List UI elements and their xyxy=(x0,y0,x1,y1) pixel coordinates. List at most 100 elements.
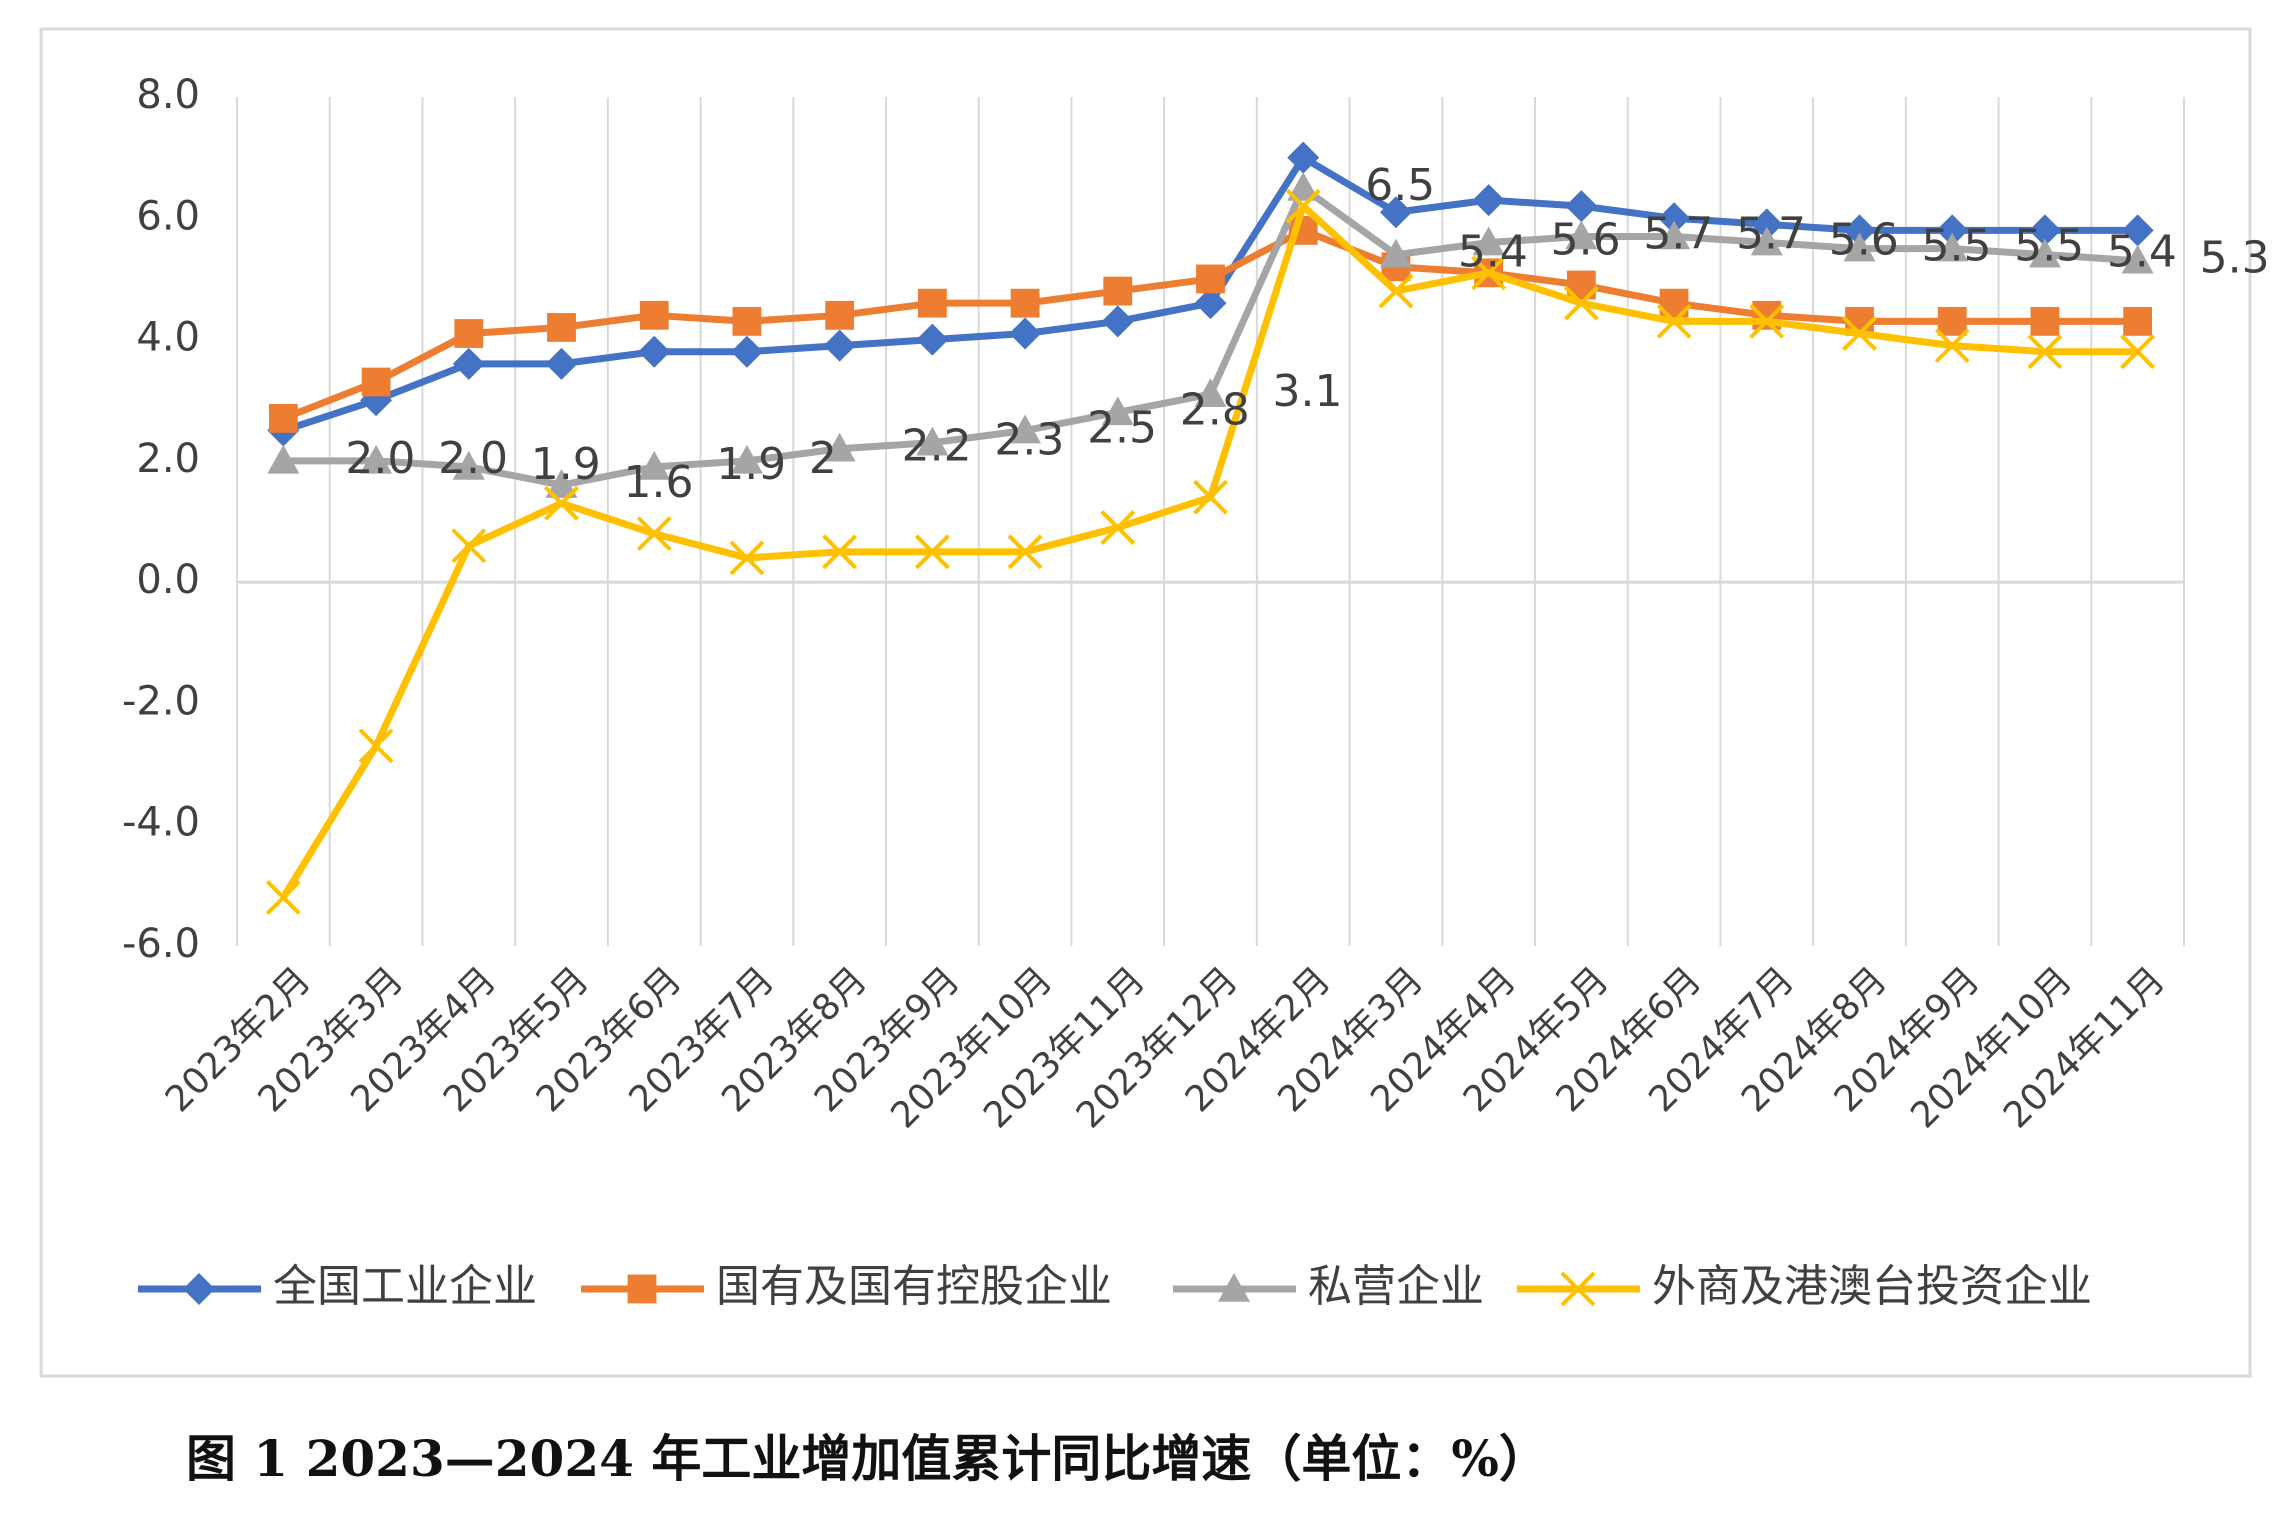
marker xyxy=(1563,285,1599,321)
marker xyxy=(451,528,487,564)
marker xyxy=(1194,378,1227,407)
marker xyxy=(1658,202,1691,235)
marker xyxy=(1287,141,1320,174)
legend-item: 私营企业 xyxy=(1173,1261,1484,1312)
marker xyxy=(452,347,485,380)
marker xyxy=(636,516,672,552)
y-tick-label: -6.0 xyxy=(122,921,200,967)
data-label: 5.5 xyxy=(1922,221,1992,272)
legend-label: 全国工业企业 xyxy=(273,1261,537,1312)
marker xyxy=(1010,288,1040,318)
marker xyxy=(1101,305,1134,338)
marker xyxy=(627,1274,657,1304)
marker xyxy=(2121,214,2154,247)
marker xyxy=(1379,196,1412,229)
marker xyxy=(1100,510,1136,545)
legend-label: 国有及国有控股企业 xyxy=(716,1261,1112,1312)
marker xyxy=(544,485,579,521)
marker xyxy=(358,728,394,764)
marker xyxy=(1378,273,1414,309)
marker xyxy=(1379,238,1412,268)
y-tick-label: 2.0 xyxy=(136,436,200,482)
marker xyxy=(823,432,856,462)
data-label: 2.5 xyxy=(1087,403,1157,454)
marker xyxy=(361,367,391,397)
marker xyxy=(1285,188,1321,224)
caption: 图 1 2023—2024 年工业增加值累计同比增速（单位：%） xyxy=(186,1429,1549,1488)
marker xyxy=(1287,171,1320,201)
marker xyxy=(1936,232,1969,262)
marker xyxy=(1658,220,1691,250)
marker xyxy=(822,534,858,570)
marker xyxy=(454,319,484,348)
y-tick-label: -4.0 xyxy=(122,800,200,846)
marker xyxy=(1843,214,1876,247)
marker xyxy=(639,300,669,330)
marker xyxy=(1842,316,1877,351)
legend-item: 国有及国有控股企业 xyxy=(581,1261,1112,1312)
marker xyxy=(360,444,393,474)
marker xyxy=(1103,276,1133,306)
data-label: 5.7 xyxy=(1736,208,1806,259)
marker xyxy=(1565,220,1598,250)
data-label: 2.8 xyxy=(1180,384,1250,435)
marker xyxy=(730,444,763,474)
marker xyxy=(914,534,950,570)
marker xyxy=(916,323,949,356)
legend-label: 外商及港澳台投资企业 xyxy=(1652,1261,2092,1312)
marker xyxy=(1196,264,1225,294)
marker xyxy=(1007,534,1043,570)
marker xyxy=(1656,303,1692,339)
data-label: 5.4 xyxy=(2107,227,2177,278)
marker xyxy=(917,288,947,318)
data-label: 2.2 xyxy=(902,421,972,472)
marker xyxy=(1193,479,1228,515)
marker xyxy=(265,880,301,915)
marker xyxy=(823,329,856,362)
marker xyxy=(1934,328,1970,364)
marker xyxy=(1749,303,1785,339)
marker xyxy=(1194,287,1227,320)
marker xyxy=(2030,306,2060,336)
y-tick-label: 8.0 xyxy=(136,72,200,118)
marker xyxy=(2028,238,2061,268)
data-label: 1.9 xyxy=(716,439,786,490)
marker xyxy=(1750,226,1783,256)
data-label: 1.9 xyxy=(531,439,601,490)
marker xyxy=(1560,1271,1596,1307)
marker xyxy=(916,426,949,456)
legend-label: 私营企业 xyxy=(1308,1261,1484,1312)
data-label: 2.3 xyxy=(994,415,1064,466)
marker xyxy=(825,300,855,330)
marker xyxy=(729,540,765,576)
marker xyxy=(732,306,762,336)
marker xyxy=(267,444,300,474)
marker xyxy=(1101,396,1134,426)
data-label: 6.5 xyxy=(1365,160,1435,211)
marker xyxy=(1009,317,1042,350)
marker xyxy=(1472,184,1505,217)
marker xyxy=(1009,414,1042,444)
data-label: 2.0 xyxy=(438,433,508,484)
data-label: 3.1 xyxy=(1273,366,1343,417)
marker xyxy=(2027,334,2063,370)
data-label: 5.6 xyxy=(1551,215,1621,266)
y-tick-label: -2.0 xyxy=(122,678,200,724)
data-label: 5.7 xyxy=(1643,208,1713,259)
marker xyxy=(1471,255,1507,291)
marker xyxy=(452,450,485,480)
data-label: 2.0 xyxy=(345,433,415,484)
marker xyxy=(2123,306,2153,336)
y-tick-label: 0.0 xyxy=(136,557,200,603)
y-tick-label: 6.0 xyxy=(136,193,200,239)
marker xyxy=(183,1273,215,1305)
marker xyxy=(545,347,578,380)
marker xyxy=(2121,244,2154,274)
data-label: 5.3 xyxy=(2200,233,2270,284)
marker xyxy=(547,313,576,342)
marker xyxy=(730,335,763,368)
marker xyxy=(1936,214,1969,247)
marker xyxy=(638,335,671,368)
data-label: 5.5 xyxy=(2014,221,2084,272)
